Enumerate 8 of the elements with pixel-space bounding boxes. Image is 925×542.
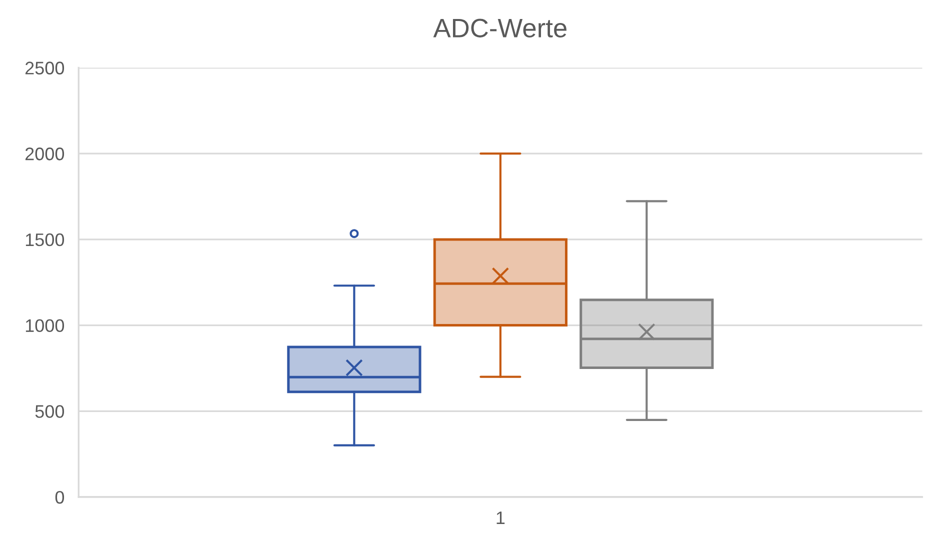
chart-title: ADC-Werte [433, 18, 566, 38]
x-tick-label: 1 [496, 512, 505, 524]
y-tick-label: 0 [55, 490, 64, 504]
y-tick-label: 1000 [26, 319, 64, 332]
y-tick-label: 2500 [25, 62, 64, 74]
y-tick-label: 1500 [26, 233, 64, 246]
y-tick-label: 2000 [25, 148, 64, 160]
y-tick-label: 500 [35, 405, 64, 418]
